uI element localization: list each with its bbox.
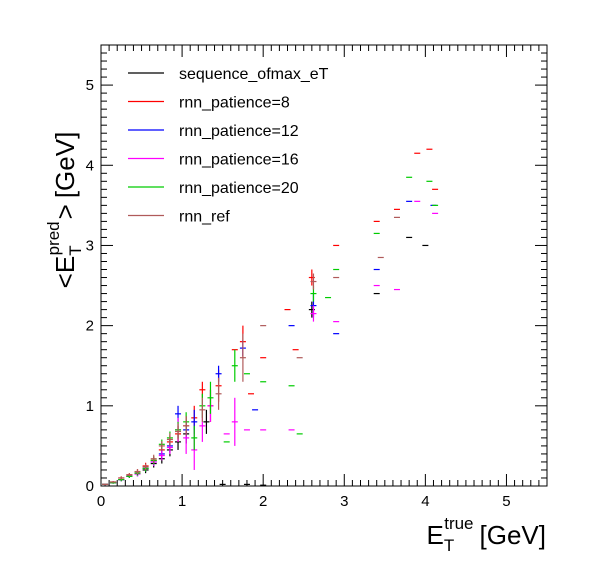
x-axis-title-sup: true [444, 514, 473, 533]
y-tick-label: 4 [86, 157, 94, 174]
data-point [239, 333, 246, 382]
y-tick-label: 2 [86, 318, 94, 335]
data-point [175, 423, 182, 440]
data-point [207, 381, 214, 414]
x-tick-label: 0 [97, 493, 105, 510]
data-point [203, 409, 210, 434]
data-point [150, 454, 157, 463]
data-point [215, 377, 222, 410]
legend: sequence_ofmax_eT rnn_patience=8 rnn_patie… [128, 66, 329, 226]
x-tick-label: 4 [421, 493, 429, 510]
data-point [158, 441, 165, 451]
series-rnn-patience-16 [102, 200, 439, 486]
data-point [231, 397, 238, 446]
legend-item: rnn_patience=12 [128, 123, 299, 140]
legend-label: rnn_patience=12 [179, 123, 299, 140]
legend-label: rnn_patience=16 [179, 152, 299, 169]
x-axis-title-base: E [426, 520, 443, 550]
x-tick-label: 1 [178, 493, 186, 510]
y-tick-label: 3 [86, 237, 94, 254]
legend-label: rnn_patience=20 [179, 180, 299, 197]
legend-item: rnn_patience=8 [128, 95, 290, 112]
series-rnn-patience-20 [102, 176, 439, 486]
y-tick-label: 0 [86, 478, 94, 495]
data-point [102, 483, 109, 486]
data-series [102, 148, 439, 486]
legend-label: rnn_ref [179, 209, 230, 226]
y-tick-label: 1 [86, 398, 94, 415]
data-point [191, 425, 198, 450]
y-axis-title-sup: pred [44, 221, 63, 255]
data-point [158, 450, 165, 461]
data-point [310, 305, 317, 322]
legend-item: rnn_ref [128, 209, 230, 226]
x-axis-title: ETtrue [GeV] [426, 514, 546, 555]
minor-ticks [100, 44, 548, 487]
legend-label: sequence_ofmax_eT [179, 66, 329, 83]
legend-item: sequence_ofmax_eT [128, 66, 329, 83]
data-point [310, 273, 317, 290]
x-axis-title-unit: [GeV] [480, 520, 546, 550]
data-point [110, 481, 117, 483]
data-point [199, 397, 206, 422]
legend-label: rnn_patience=8 [179, 95, 290, 112]
y-axis: 0 1 2 3 4 5 [86, 77, 94, 495]
series-rnn-patience-8 [102, 148, 439, 486]
data-point [134, 469, 141, 474]
legend-item: rnn_patience=16 [128, 152, 299, 169]
x-axis-title-sub: T [444, 536, 454, 555]
y-axis-title-base: E [50, 256, 80, 273]
data-point [231, 349, 238, 382]
x-tick-label: 5 [502, 493, 510, 510]
data-point [166, 433, 173, 446]
data-point [126, 473, 133, 477]
x-tick-label: 2 [259, 493, 267, 510]
series-sequence-ofmax-et [102, 236, 429, 486]
data-point [183, 416, 190, 436]
x-tick-label: 3 [340, 493, 348, 510]
y-axis-title-sub: T [66, 245, 85, 255]
y-axis-title: <ETpred > [GeV] [44, 132, 85, 289]
y-tick-label: 5 [86, 77, 94, 94]
series-rnn-ref [102, 216, 400, 486]
legend-item: rnn_patience=20 [128, 180, 299, 197]
series-rnn-patience-12 [102, 200, 437, 486]
y-axis-title-unit: [GeV] [50, 132, 80, 198]
data-point [118, 476, 125, 480]
plot-frame [100, 44, 548, 487]
data-point [142, 463, 149, 470]
x-axis: 0 1 2 3 4 5 [97, 493, 511, 510]
y-axis-title-suffix: > [50, 204, 80, 219]
y-axis-title-prefix: < [50, 273, 80, 288]
